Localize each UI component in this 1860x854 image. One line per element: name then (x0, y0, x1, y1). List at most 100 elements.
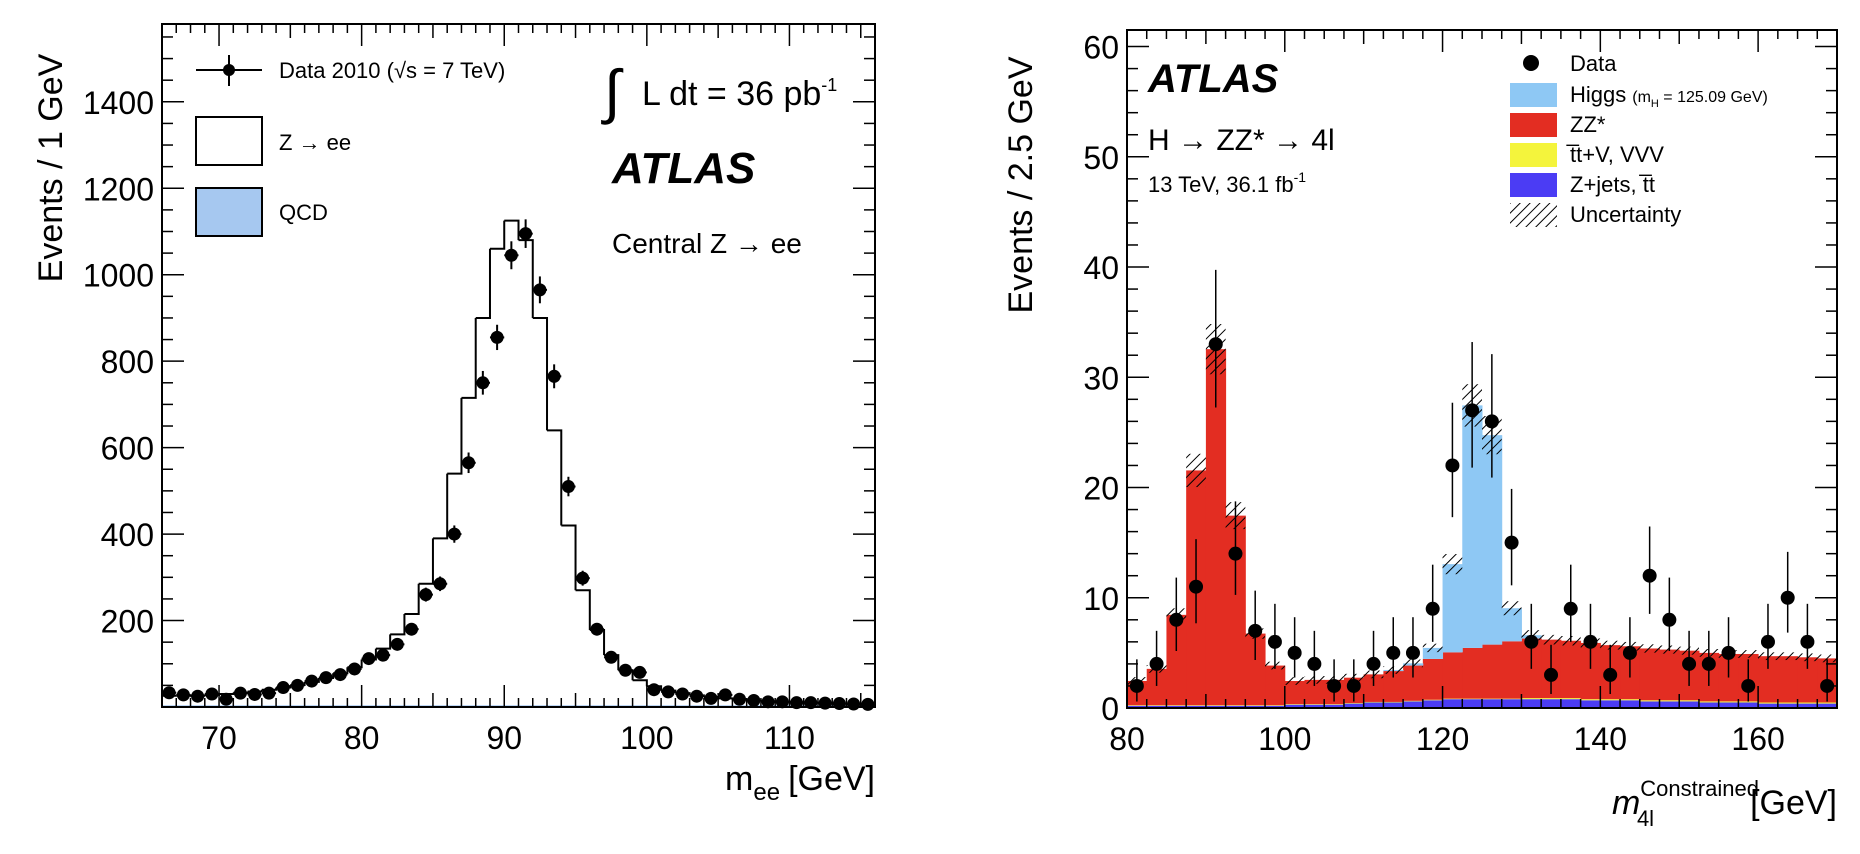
zjets-bin (1797, 703, 1818, 708)
data-point (803, 696, 818, 710)
ttv-bin (1521, 698, 1542, 700)
data-point (390, 637, 405, 651)
ttv-bin (1817, 702, 1838, 704)
data-point (333, 668, 348, 682)
data-point (432, 576, 448, 592)
chart-z-ee: 70 80 90 100 110 200 400 600 800 1000 1200 1400 Eve… (32, 23, 876, 806)
integral-sign-icon: ∫ (601, 58, 624, 125)
ttv-bin (1758, 702, 1779, 704)
ttv-bin (1777, 702, 1799, 704)
ttv-bin (1442, 698, 1463, 700)
zjets-bin (1284, 704, 1305, 708)
data-point (1169, 577, 1184, 651)
legend-label-data: Data 2010 (√s = 7 TeV) (279, 58, 505, 83)
plot-frame (161, 23, 876, 708)
ttv-bin (1166, 705, 1187, 706)
ttv-bin (1698, 701, 1720, 703)
uncertainty-band (1442, 554, 1463, 575)
x-axis-title: mConstrained 4l [GeV] (1612, 776, 1837, 831)
data-point (204, 687, 220, 701)
zz-bin (1383, 671, 1404, 702)
data-point (1208, 269, 1223, 408)
z-ee-bin (390, 614, 406, 636)
y-axis-title: Events / 1 GeV (32, 53, 70, 282)
zz-bin (1580, 642, 1601, 700)
z-ee-bin (418, 538, 434, 585)
legend-item-zjets: Z+jets, t̅t (1510, 172, 1655, 197)
ttv-bin (1580, 699, 1601, 701)
axis-ticks-layer: 80 100 120 140 160 0 10 20 30 40 50 60 (1083, 30, 1838, 757)
z-ee-bin (475, 248, 491, 319)
y-tick-label: 20 (1083, 471, 1119, 507)
y-tick-label: 30 (1083, 360, 1119, 396)
zz-bin (1166, 614, 1187, 706)
data-point (1504, 488, 1519, 586)
zz-bin (1758, 656, 1779, 703)
data-point (718, 688, 733, 702)
zz-bin (1422, 658, 1444, 700)
z-ee-bin (404, 583, 420, 616)
legend-item-qcd: QCD (195, 187, 328, 237)
data-point (404, 622, 419, 636)
atlas-label: ATLAS (1147, 57, 1279, 101)
uncertainty-band (1501, 601, 1522, 616)
z-ee-bin (489, 220, 506, 250)
higgs-bin (1442, 564, 1463, 653)
zz-bin (1442, 652, 1463, 699)
ttv-bin (1205, 705, 1227, 706)
zjets-bin (1679, 701, 1700, 708)
zz-bin (1265, 665, 1286, 706)
legend-label-z-ee: Z → ee (279, 130, 351, 155)
zjets-bin (1758, 703, 1779, 708)
legend-swatch-higgs (1510, 83, 1557, 107)
data-point (589, 622, 605, 636)
y-tick-label: 10 (1083, 581, 1119, 617)
data-point (1366, 630, 1381, 686)
channel-label: H → ZZ* → 4l (1148, 124, 1335, 157)
zz-bin (1205, 349, 1227, 706)
data-point (361, 652, 376, 666)
data-point (233, 686, 248, 700)
data-point (675, 687, 690, 701)
y-tick-label: 40 (1083, 250, 1119, 286)
zjets-bin (1521, 699, 1542, 708)
uncertainty-band (1541, 634, 1561, 645)
zjets-bin (1620, 700, 1641, 708)
legend: Data 2010 (√s = 7 TeV) Z → ee QCD (195, 55, 505, 237)
zz-bin (1304, 679, 1325, 705)
zjets-bin (1580, 700, 1601, 708)
data-point (604, 650, 619, 664)
data-point (304, 674, 319, 688)
data-point (689, 689, 704, 703)
z-ee-bin (461, 317, 477, 399)
data-point (1563, 564, 1578, 642)
data-point (1248, 590, 1263, 660)
z-ee-bin (547, 429, 563, 526)
zz-bin (1797, 657, 1818, 703)
x-tick-label: 100 (620, 720, 673, 756)
zz-bin (1560, 640, 1582, 699)
mc-histogram-layer (162, 219, 875, 707)
data-point (561, 476, 576, 497)
legend-label-zz: ZZ* (1570, 112, 1606, 137)
zjets-bin (1718, 702, 1739, 708)
ttv-bin (1738, 701, 1759, 703)
zjets-bin (1304, 704, 1325, 708)
zz-bin (1403, 665, 1424, 701)
zjets-bin (1698, 702, 1720, 708)
ttv-bin (1422, 699, 1444, 701)
zjets-bin (1225, 705, 1246, 708)
data-point (475, 370, 490, 395)
legend-swatch-uncertainty (1510, 203, 1557, 227)
uncertainty-band (1777, 652, 1798, 661)
legend-swatch-qcd (195, 187, 263, 237)
data-point (1603, 644, 1618, 695)
zjets-bin (1738, 702, 1759, 708)
legend-data-marker (1523, 55, 1539, 71)
zjets-bin (1146, 705, 1167, 708)
ttv-bin (1600, 699, 1621, 701)
svg-text:L dt = 36 pb-1: L dt = 36 pb-1 (642, 75, 837, 113)
legend-swatch-z-ee (195, 116, 263, 166)
ttv-bin (1482, 698, 1503, 700)
